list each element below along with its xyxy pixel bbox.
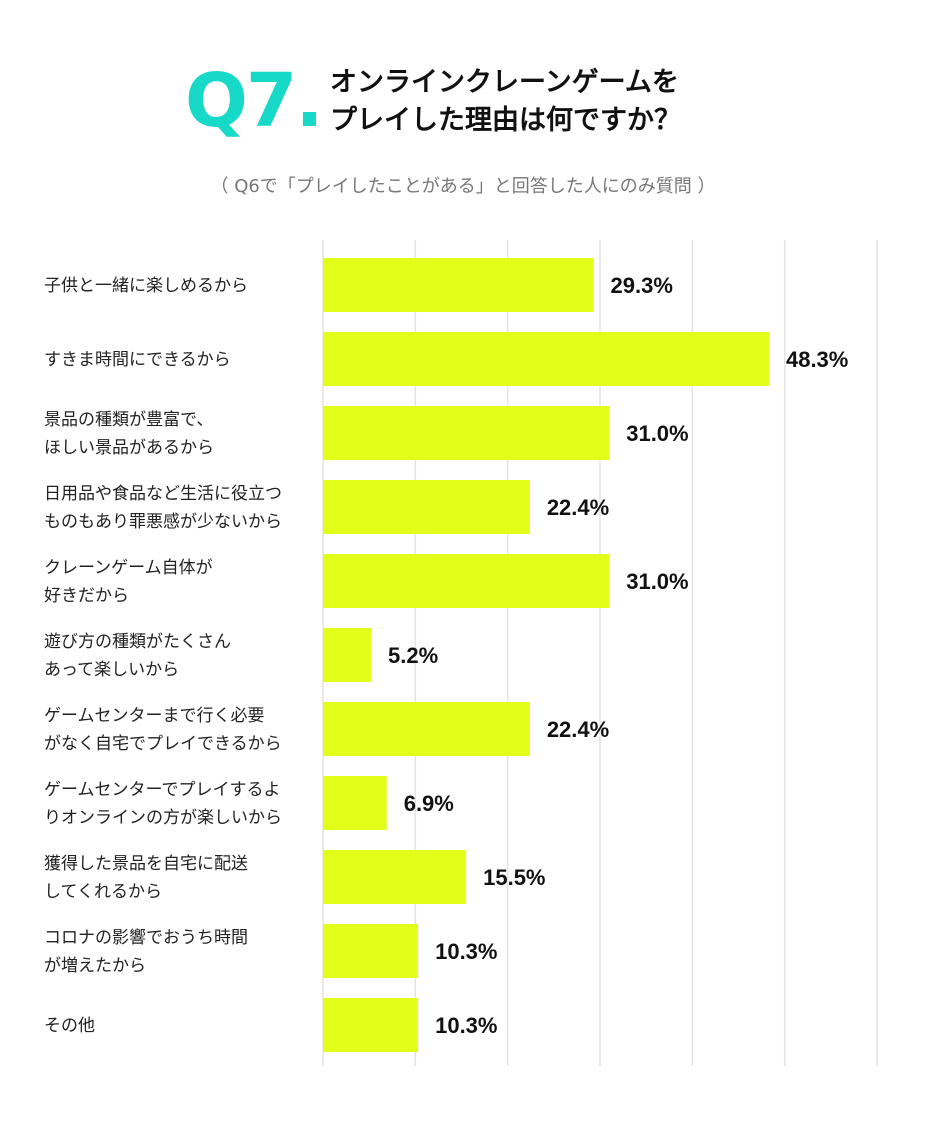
value-label: 15.5% <box>483 865 545 890</box>
category-label: 好きだから <box>44 586 129 606</box>
bar <box>323 702 530 756</box>
bar <box>323 628 372 682</box>
bar <box>323 998 419 1052</box>
category-label: その他 <box>44 1016 95 1036</box>
value-label: 10.3% <box>435 1013 497 1038</box>
bar <box>323 554 610 608</box>
value-label: 10.3% <box>435 939 497 964</box>
category-label: りオンラインの方が楽しいから <box>44 808 282 828</box>
bar <box>323 332 769 386</box>
category-label: ものもあり罪悪感が少ないから <box>44 512 282 532</box>
bar <box>323 776 387 830</box>
category-label: すきま時間にできるから <box>44 350 231 370</box>
category-label: ゲームセンターまで行く必要 <box>44 706 265 726</box>
chart-title: オンラインクレーンゲームを プレイした理由は何ですか？ <box>330 64 681 140</box>
category-label: がなく自宅でプレイできるから <box>44 734 282 754</box>
category-label: あって楽しいから <box>44 660 179 680</box>
question-number: Q7. <box>185 58 324 144</box>
subtitle: （ Q6で「プレイしたことがある」と回答した人にのみ質問 ） <box>210 176 716 197</box>
value-label: 31.0% <box>626 421 688 446</box>
category-label: コロナの影響でおうち時間 <box>44 928 248 948</box>
title-line-1: オンラインクレーンゲームを <box>330 67 679 98</box>
bar <box>323 850 467 904</box>
category-label: 景品の種類が豊富で、 <box>44 410 213 430</box>
value-label: 22.4% <box>547 717 609 742</box>
value-label: 5.2% <box>388 643 438 668</box>
category-label: クレーンゲーム自体が <box>44 558 213 578</box>
value-label: 22.4% <box>547 495 609 520</box>
category-label: 日用品や食品など生活に役立つ <box>44 484 282 504</box>
bar <box>323 924 419 978</box>
category-label: が増えたから <box>44 956 146 976</box>
category-label: 遊び方の種類がたくさん <box>44 632 231 652</box>
category-label: 子供と一緒に楽しめるから <box>44 276 248 296</box>
value-label: 6.9% <box>404 791 454 816</box>
bar <box>323 480 530 534</box>
bar <box>323 406 610 460</box>
bar <box>323 258 594 312</box>
title-line-2: プレイした理由は何ですか？ <box>330 105 681 136</box>
category-label: ほしい景品があるから <box>44 438 214 458</box>
category-label: ゲームセンターでプレイするよ <box>44 780 280 800</box>
value-label: 29.3% <box>611 273 673 298</box>
value-label: 48.3% <box>786 347 848 372</box>
value-label: 31.0% <box>626 569 688 594</box>
category-label: してくれるから <box>44 882 162 902</box>
category-label: 獲得した景品を自宅に配送 <box>44 854 248 874</box>
